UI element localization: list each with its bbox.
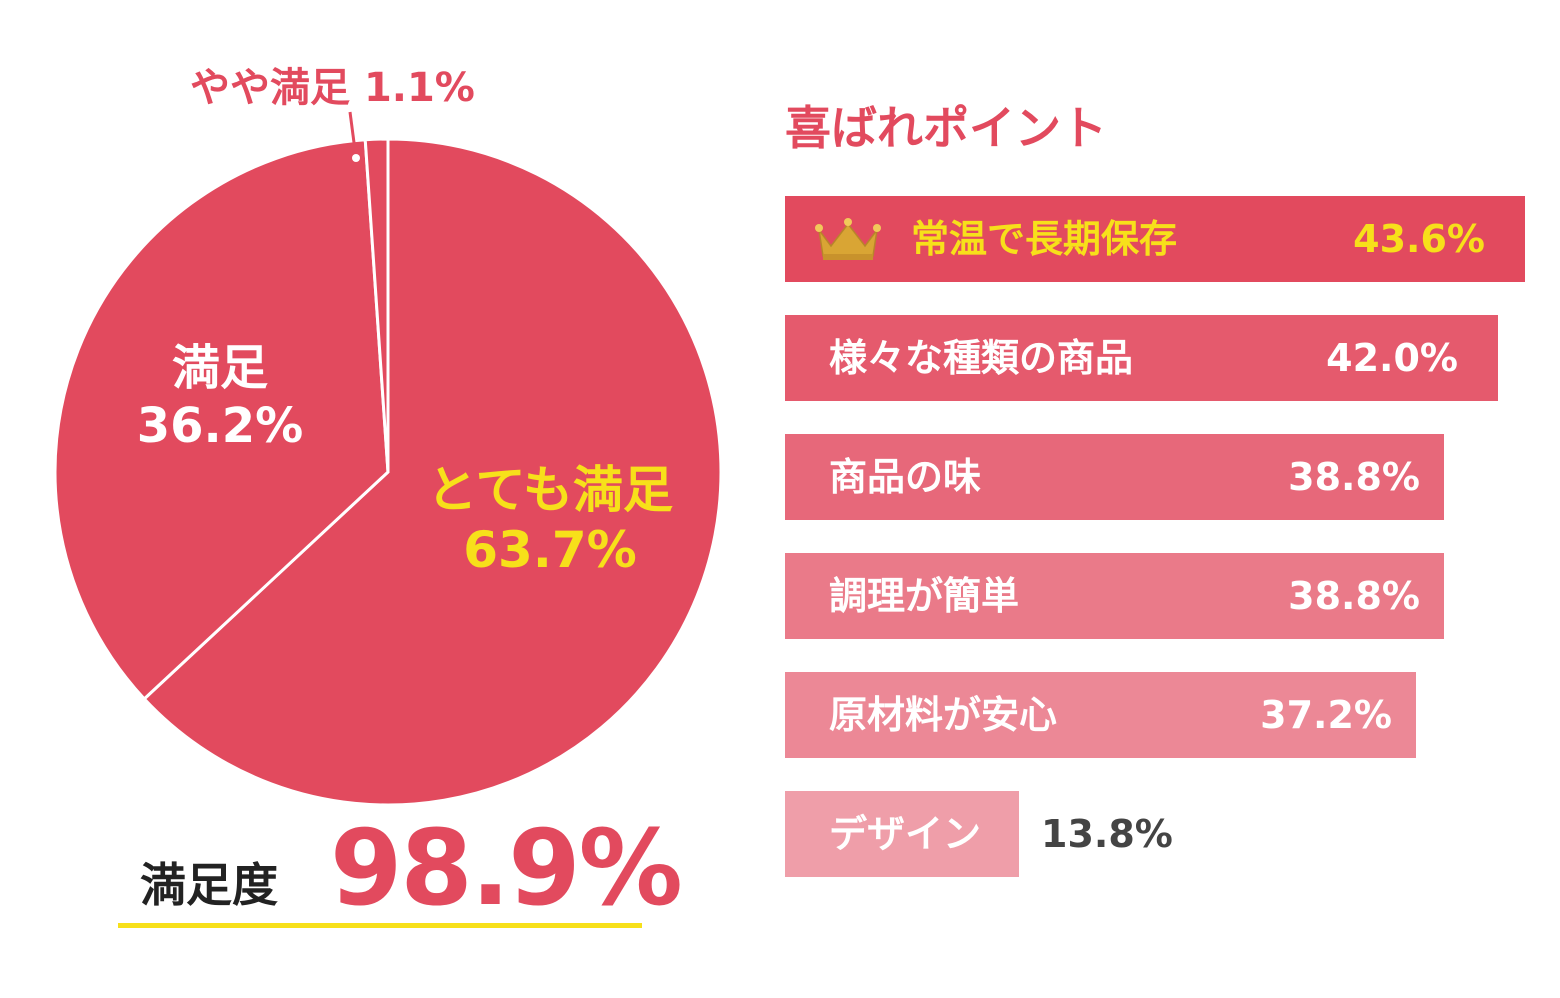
- bar-label: 原材料が安心: [829, 693, 1058, 737]
- bar: [785, 672, 1416, 758]
- bar-value-label: 43.6%: [1353, 217, 1485, 261]
- pie-label-satisfied: 満足 36.2%: [120, 340, 320, 455]
- bar-value-label: 38.8%: [1288, 455, 1420, 499]
- bar: [785, 434, 1444, 520]
- callout-leader-dot: [352, 154, 360, 162]
- bar-row: デザイン 13.8%: [785, 791, 1545, 877]
- bar-label: デザイン: [829, 812, 982, 856]
- satisfaction-summary-label: 満足度: [140, 858, 278, 912]
- bar-row: 調理が簡単 38.8%: [785, 553, 1545, 639]
- bar-value-label: 37.2%: [1260, 693, 1392, 737]
- pie-label-very-satisfied: とても満足 63.7%: [400, 460, 700, 580]
- pie-label-very-value: 63.7%: [463, 521, 637, 579]
- pie-slice-slightly-satisfied: [363, 137, 390, 473]
- crown-icon: [813, 216, 883, 266]
- bar-row: 常温で長期保存 43.6%: [785, 196, 1545, 282]
- bar-row: 様々な種類の商品 42.0%: [785, 315, 1545, 401]
- bar-row: 原材料が安心 37.2%: [785, 672, 1545, 758]
- bar-value-label: 42.0%: [1326, 336, 1458, 380]
- callout-leader-line: [348, 111, 358, 159]
- bar: [785, 315, 1498, 401]
- satisfaction-summary-value: 98.9%: [330, 807, 683, 929]
- pie-label-slightly-value: 1.1%: [363, 65, 475, 111]
- satisfaction-summary: 満足度 98.9%: [118, 807, 683, 929]
- bar-label: 調理が簡単: [829, 574, 1020, 618]
- bar: [785, 196, 1525, 282]
- bar-value-label: 38.8%: [1288, 574, 1420, 618]
- bar-chart-title: 喜ばれポイント: [785, 101, 1107, 155]
- pie-label-very-name: とても満足: [427, 461, 673, 519]
- pie-chart: [53, 111, 723, 807]
- bar-row: 商品の味 38.8%: [785, 434, 1545, 520]
- pie-label-satisfied-name: 満足: [171, 340, 268, 396]
- pie-slice-satisfied: [53, 138, 390, 702]
- bar-label: 商品の味: [829, 455, 982, 499]
- pie-label-slightly-satisfied: やや満足 1.1%: [190, 55, 475, 113]
- pie-label-slightly-name: やや満足: [190, 65, 350, 111]
- bar: [785, 553, 1444, 639]
- pie-slice-very-satisfied: [142, 137, 723, 807]
- bar-value-label: 13.8%: [1041, 812, 1173, 856]
- pie-label-satisfied-value: 36.2%: [136, 397, 304, 454]
- bar-label: 様々な種類の商品: [829, 336, 1134, 380]
- bar-label: 常温で長期保存: [911, 217, 1178, 261]
- bar: [785, 791, 1019, 877]
